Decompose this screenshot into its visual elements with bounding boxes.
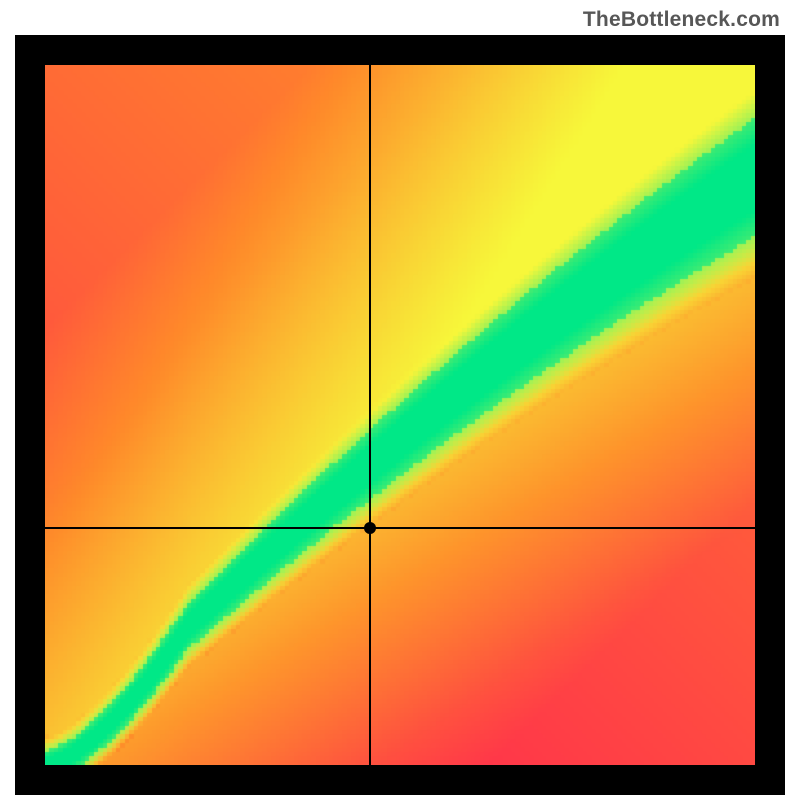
watermark-text: TheBottleneck.com: [583, 8, 780, 32]
crosshair-vertical: [369, 65, 371, 765]
crosshair-marker: [364, 522, 376, 534]
chart-container: TheBottleneck.com: [0, 0, 800, 800]
crosshair-horizontal: [45, 527, 755, 529]
bottleneck-heatmap: [45, 65, 755, 765]
